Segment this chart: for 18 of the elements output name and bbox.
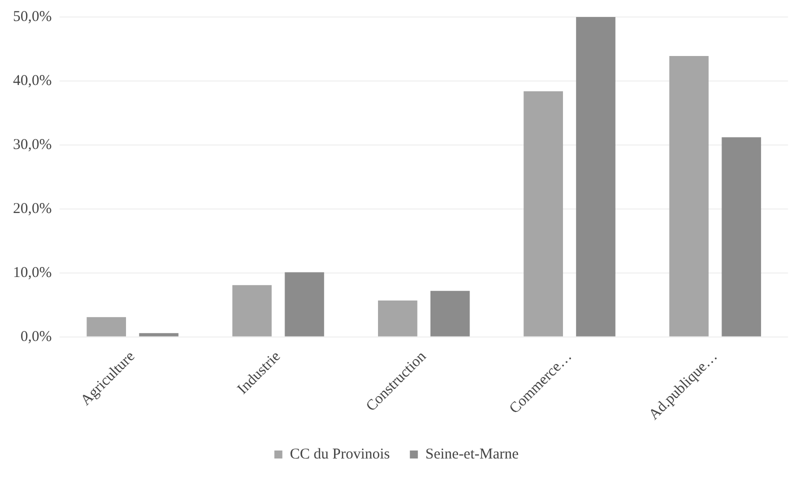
bar — [430, 290, 470, 336]
legend-label: CC du Provinois — [290, 446, 390, 462]
legend-label: Seine-et-Marne — [425, 446, 519, 462]
bar — [232, 285, 272, 336]
y-tick-label: 10,0% — [12, 264, 52, 281]
bar — [86, 317, 126, 336]
y-tick-label: 50,0% — [12, 8, 52, 25]
bar — [524, 91, 563, 336]
bar — [576, 17, 616, 336]
bar — [284, 272, 324, 336]
y-tick-label: 20,0% — [12, 200, 52, 217]
y-tick-label: 30,0% — [12, 136, 52, 153]
bar — [139, 333, 178, 336]
bar — [669, 56, 709, 336]
bar — [378, 300, 418, 336]
y-tick-label: 0,0% — [20, 328, 52, 345]
bar — [722, 137, 762, 336]
y-tick-label: 40,0% — [12, 72, 52, 89]
